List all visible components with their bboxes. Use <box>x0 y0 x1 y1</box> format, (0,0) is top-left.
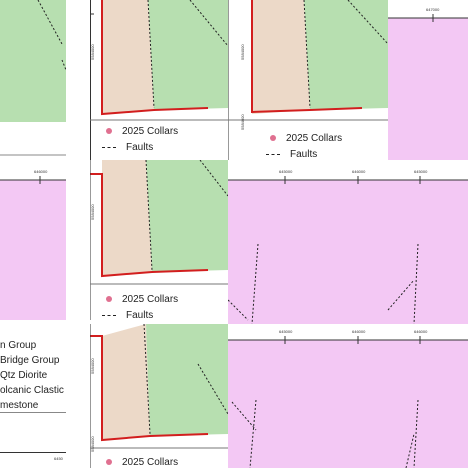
collar-marker-icon <box>106 296 112 302</box>
fault-line-icon <box>102 314 116 316</box>
map-tile-boundary-1: 5584000 2025 Collars Faults <box>90 0 228 160</box>
legend-collars-label: 2025 Collars <box>286 132 343 144</box>
legend-faults-label: Faults <box>126 141 154 153</box>
collar-marker-icon <box>270 135 276 141</box>
northing-label-4: 5584000 <box>90 358 95 374</box>
map-tile-pink-middle: 645000 646000 645000 <box>228 160 468 324</box>
easting-label-b3: 646000 <box>352 329 366 334</box>
easting-label-a2: 645000 <box>279 329 293 334</box>
easting-label-e: 646000 <box>414 329 428 334</box>
legend-faults-label: Faults <box>126 309 154 321</box>
northing-label-4b: 5584000 <box>90 436 95 452</box>
easting-label-partial: 6450 <box>54 456 63 461</box>
legend-faults-label: Faults <box>290 148 318 160</box>
legend-collars-label: 2025 Collars <box>122 293 179 305</box>
geology-legend-item: olcanic Clastic Ro <box>0 385 66 396</box>
geology-legend-item: Bridge Group <box>0 355 60 366</box>
northing-label-2b: 5584000 <box>240 114 245 130</box>
legend-box-1: 2025 Collars Faults <box>98 123 178 155</box>
map-tile-pink-left: 646000 <box>0 160 66 320</box>
easting-label-a: 645000 <box>279 169 293 174</box>
map-tile-pink-top: 647000 <box>388 0 468 160</box>
easting-label-c: 647000 <box>426 7 440 12</box>
map-tile-boundary-2: 5584000 5584000 2025 Collars Faults <box>228 0 388 160</box>
collar-marker-icon <box>106 459 112 465</box>
legend-box-4: 2025 Collars <box>98 454 178 468</box>
legend-divider <box>0 412 66 413</box>
geology-legend-list: n Group Bridge Group Qtz Diorite olcanic… <box>0 340 66 415</box>
map-tile-boundary-4: 5584000 5584000 2025 Collars <box>90 324 228 468</box>
map-tile-green-left: 2025 Collars <box>0 0 66 160</box>
northing-label-1: 5584000 <box>90 44 95 60</box>
fault-line-icon <box>102 146 116 148</box>
easting-label-b2: 646000 <box>352 169 366 174</box>
northing-label-2: 5584000 <box>240 44 245 60</box>
geology-legend-item: Qtz Diorite <box>0 370 48 381</box>
map-tile-boundary-3: 5584000 2025 Collars Faults <box>90 160 228 320</box>
geology-legend-tile: n Group Bridge Group Qtz Diorite olcanic… <box>0 324 66 468</box>
legend-collars-label: 2025 Collars <box>122 125 179 137</box>
bottom-axis-line <box>0 452 66 453</box>
map-tile-pink-bottom: 645000 646000 646000 <box>228 324 468 468</box>
collar-marker-icon <box>106 128 112 134</box>
legend-box-2: 2025 Collars Faults <box>264 130 342 160</box>
easting-label-b: 646000 <box>34 169 48 174</box>
fault-line-icon <box>266 153 280 155</box>
legend-box-3: 2025 Collars Faults <box>98 291 178 320</box>
easting-label-d: 645000 <box>414 169 428 174</box>
legend-collars-label: 2025 Collars <box>122 456 179 468</box>
northing-label-3: 5584000 <box>90 204 95 220</box>
geology-legend-item: n Group <box>0 340 37 351</box>
geology-legend-item: mestone <box>0 400 39 411</box>
